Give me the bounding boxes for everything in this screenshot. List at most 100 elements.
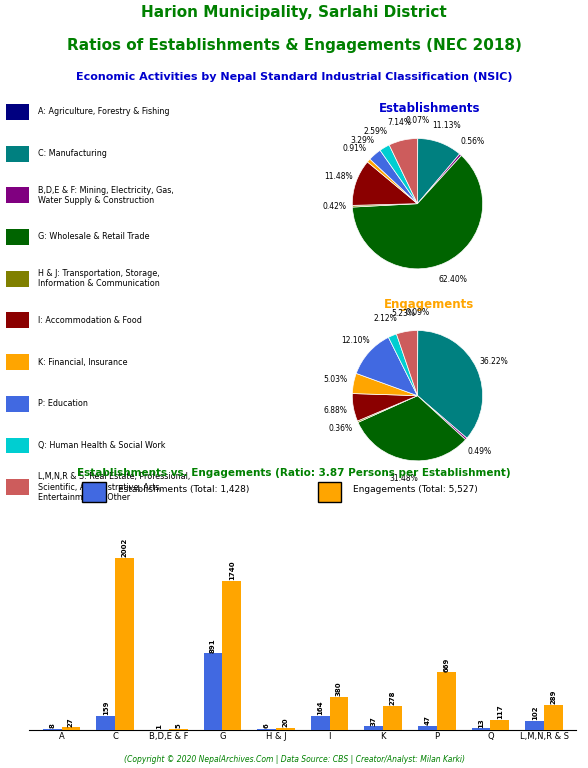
Bar <box>62 727 81 730</box>
Text: 2.59%: 2.59% <box>363 127 387 136</box>
Bar <box>96 716 115 730</box>
Text: 891: 891 <box>210 638 216 653</box>
Bar <box>276 728 295 730</box>
Wedge shape <box>417 330 483 439</box>
Bar <box>437 672 456 730</box>
Wedge shape <box>417 154 462 204</box>
Text: 11.13%: 11.13% <box>432 121 461 130</box>
Wedge shape <box>380 145 417 204</box>
Text: 13: 13 <box>478 718 484 728</box>
FancyBboxPatch shape <box>6 146 29 161</box>
Text: 5.03%: 5.03% <box>323 376 348 384</box>
Wedge shape <box>417 396 467 440</box>
Text: 11.48%: 11.48% <box>325 172 353 180</box>
Wedge shape <box>352 155 483 269</box>
Text: 7.14%: 7.14% <box>387 118 411 127</box>
Wedge shape <box>417 138 460 204</box>
Wedge shape <box>352 393 417 421</box>
FancyBboxPatch shape <box>6 438 29 453</box>
Bar <box>490 720 509 730</box>
Text: G: Wholesale & Retail Trade: G: Wholesale & Retail Trade <box>38 233 150 241</box>
Text: 102: 102 <box>532 706 537 720</box>
Text: (Copyright © 2020 NepalArchives.Com | Data Source: CBS | Creator/Analyst: Milan : (Copyright © 2020 NepalArchives.Com | Da… <box>123 755 465 764</box>
FancyBboxPatch shape <box>82 482 106 502</box>
Text: 0.49%: 0.49% <box>468 446 492 455</box>
Text: 5: 5 <box>175 723 181 729</box>
Bar <box>525 721 544 730</box>
Text: 12.10%: 12.10% <box>341 336 370 345</box>
Text: 0.09%: 0.09% <box>406 308 430 316</box>
Text: 380: 380 <box>336 682 342 697</box>
Text: 159: 159 <box>103 700 109 715</box>
Text: Establishments: Establishments <box>379 102 480 115</box>
Text: 47: 47 <box>425 715 430 725</box>
Wedge shape <box>356 337 417 396</box>
FancyBboxPatch shape <box>6 479 29 495</box>
Text: 27: 27 <box>68 717 74 727</box>
Text: 8: 8 <box>49 723 55 728</box>
Wedge shape <box>389 138 417 204</box>
Bar <box>383 706 402 730</box>
Text: Engagements (Total: 5,527): Engagements (Total: 5,527) <box>353 485 477 494</box>
FancyBboxPatch shape <box>318 482 341 502</box>
Bar <box>544 705 563 730</box>
Text: 62.40%: 62.40% <box>439 275 467 283</box>
Text: 2.12%: 2.12% <box>373 314 397 323</box>
Bar <box>472 729 490 730</box>
Text: 164: 164 <box>318 700 323 715</box>
Wedge shape <box>389 334 417 396</box>
Text: L,M,N,R & S: Real Estate, Professional,
Scientific, Administrative, Arts,
Entert: L,M,N,R & S: Real Estate, Professional, … <box>38 472 191 502</box>
Wedge shape <box>358 396 466 461</box>
Bar <box>222 581 241 730</box>
Text: 0.07%: 0.07% <box>406 116 430 124</box>
Text: Engagements: Engagements <box>384 297 475 310</box>
Text: 0.91%: 0.91% <box>343 144 367 153</box>
Wedge shape <box>370 151 417 204</box>
Wedge shape <box>358 396 417 422</box>
Text: Economic Activities by Nepal Standard Industrial Classification (NSIC): Economic Activities by Nepal Standard In… <box>76 72 512 82</box>
Text: H & J: Transportation, Storage,
Information & Communication: H & J: Transportation, Storage, Informat… <box>38 269 160 288</box>
FancyBboxPatch shape <box>6 104 29 120</box>
FancyBboxPatch shape <box>6 229 29 245</box>
Wedge shape <box>352 162 417 205</box>
Text: 1740: 1740 <box>229 560 235 580</box>
Text: 669: 669 <box>443 657 449 671</box>
Bar <box>365 727 383 730</box>
Text: 0.56%: 0.56% <box>460 137 485 145</box>
Text: Establishments (Total: 1,428): Establishments (Total: 1,428) <box>118 485 249 494</box>
FancyBboxPatch shape <box>6 396 29 412</box>
Wedge shape <box>396 330 417 396</box>
Bar <box>203 654 222 730</box>
Text: Ratios of Establishments & Engagements (NEC 2018): Ratios of Establishments & Engagements (… <box>66 38 522 53</box>
FancyBboxPatch shape <box>6 187 29 204</box>
Text: B,D,E & F: Mining, Electricity, Gas,
Water Supply & Construction: B,D,E & F: Mining, Electricity, Gas, Wat… <box>38 186 174 205</box>
Text: 1: 1 <box>156 724 162 729</box>
Wedge shape <box>352 204 417 207</box>
Text: I: Accommodation & Food: I: Accommodation & Food <box>38 316 142 325</box>
Text: 20: 20 <box>282 717 288 727</box>
Bar <box>115 558 134 730</box>
FancyBboxPatch shape <box>6 354 29 370</box>
Text: P: Education: P: Education <box>38 399 88 409</box>
Text: 0.36%: 0.36% <box>329 425 353 433</box>
Text: 37: 37 <box>371 716 377 726</box>
FancyBboxPatch shape <box>6 313 29 329</box>
Bar <box>418 726 437 730</box>
Text: Q: Human Health & Social Work: Q: Human Health & Social Work <box>38 441 166 450</box>
Bar <box>311 716 330 730</box>
Text: 278: 278 <box>390 690 396 705</box>
Text: 2002: 2002 <box>122 538 128 558</box>
Bar <box>330 697 348 730</box>
Text: Establishments vs. Engagements (Ratio: 3.87 Persons per Establishment): Establishments vs. Engagements (Ratio: 3… <box>77 468 511 478</box>
Text: C: Manufacturing: C: Manufacturing <box>38 149 107 158</box>
Text: 36.22%: 36.22% <box>479 356 508 366</box>
Text: 31.48%: 31.48% <box>390 474 419 482</box>
Text: 5.23%: 5.23% <box>392 309 416 318</box>
FancyBboxPatch shape <box>6 270 29 286</box>
Text: 0.42%: 0.42% <box>322 203 346 211</box>
Text: K: Financial, Insurance: K: Financial, Insurance <box>38 358 128 366</box>
Text: 117: 117 <box>497 704 503 719</box>
Wedge shape <box>368 159 417 204</box>
Text: 289: 289 <box>550 690 556 704</box>
Text: Harion Municipality, Sarlahi District: Harion Municipality, Sarlahi District <box>141 5 447 20</box>
